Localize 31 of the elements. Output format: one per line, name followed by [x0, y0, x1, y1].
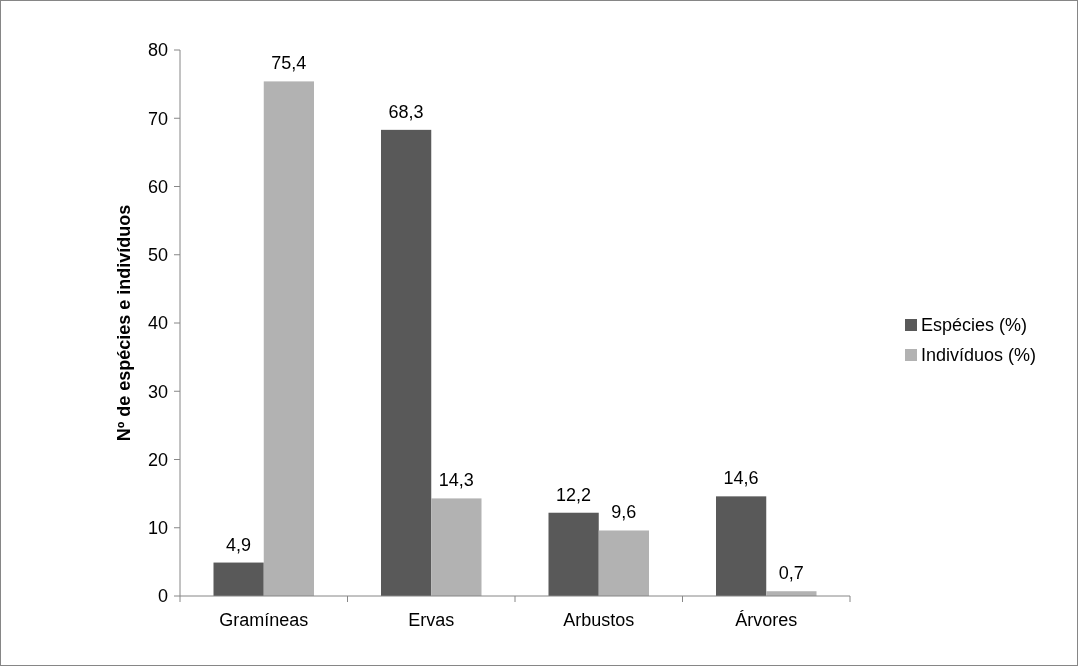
- data-label: 14,6: [723, 468, 759, 489]
- y-tick-label: 30: [147, 381, 168, 402]
- y-tick-label: 70: [147, 108, 168, 129]
- y-tick-label: 60: [147, 176, 168, 197]
- legend-label: Indivíduos (%): [921, 345, 1037, 366]
- x-tick-label: Árvores: [735, 610, 798, 630]
- y-tick-label: 50: [147, 245, 168, 266]
- data-label: 0,7: [778, 563, 804, 584]
- y-axis-title: Nº de espécies e indivíduos: [114, 204, 134, 442]
- data-label: 14,3: [438, 470, 474, 491]
- bar: [213, 562, 264, 596]
- data-label: 4,9: [226, 534, 252, 555]
- y-tick-label: 40: [147, 313, 168, 334]
- data-label: 75,4: [271, 53, 307, 74]
- x-tick-label: Arbustos: [563, 610, 635, 630]
- y-tick-label: 10: [147, 518, 168, 539]
- bar: [381, 129, 432, 596]
- data-label: 68,3: [388, 101, 424, 122]
- x-tick-label: Gramíneas: [219, 610, 309, 630]
- bar: [263, 81, 314, 596]
- y-tick-label: 0: [157, 586, 168, 607]
- y-tick-label: 80: [147, 40, 168, 61]
- y-tick-label: 20: [147, 449, 168, 470]
- x-tick-label: Ervas: [408, 610, 455, 630]
- bar: [598, 530, 649, 596]
- legend-label: Espécies (%): [921, 315, 1028, 336]
- bar: [431, 498, 482, 596]
- data-label: 9,6: [611, 502, 637, 523]
- bar: [716, 496, 767, 596]
- data-label: 12,2: [556, 484, 592, 505]
- bar: [548, 512, 599, 596]
